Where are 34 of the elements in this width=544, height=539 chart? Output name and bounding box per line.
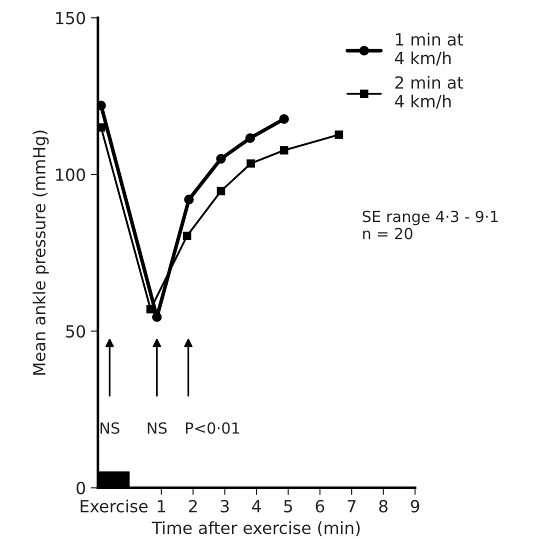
y-tick-label: 150 <box>56 12 86 24</box>
y-tick-label: 0 <box>76 482 86 494</box>
annotation: SE range 4·3 - 9·1 n = 20 <box>362 210 498 240</box>
annotation: NS <box>148 422 167 434</box>
point <box>245 133 256 143</box>
point <box>182 232 192 240</box>
x-tick-label: 5 <box>284 500 292 512</box>
x-tick-label: Exercise <box>80 500 148 512</box>
legend-label: 1 min at 4 km/h <box>394 32 464 66</box>
annotation: NS <box>100 422 120 434</box>
point <box>216 186 226 196</box>
point <box>280 146 288 154</box>
y-tick-label: 50 <box>66 325 86 338</box>
x-tick-label: 2 <box>188 500 197 512</box>
y-tick-label: 100 <box>56 168 86 182</box>
point <box>98 100 106 110</box>
x-tick-label: 9 <box>410 500 420 512</box>
x-tick-label: 4 <box>252 500 261 512</box>
point <box>184 194 194 204</box>
point <box>146 305 155 314</box>
x-tick-label: 6 <box>316 500 324 512</box>
x-tick-label: 1 <box>158 500 166 512</box>
y-axis-title: Mean ankle pressure (mmHg) <box>32 130 49 375</box>
legend-label: 2 min at 4 km/h <box>394 76 464 109</box>
x-tick-label: 7 <box>348 500 356 512</box>
point <box>279 114 289 124</box>
point <box>216 154 226 164</box>
x-axis-title: Time after exercise (min) <box>152 521 360 536</box>
point <box>246 159 255 168</box>
x-tick-label: 8 <box>379 500 388 512</box>
x-tick-label: 3 <box>220 500 229 512</box>
annotation: P<0·01 <box>186 422 240 434</box>
point <box>152 312 162 322</box>
point <box>334 130 344 139</box>
